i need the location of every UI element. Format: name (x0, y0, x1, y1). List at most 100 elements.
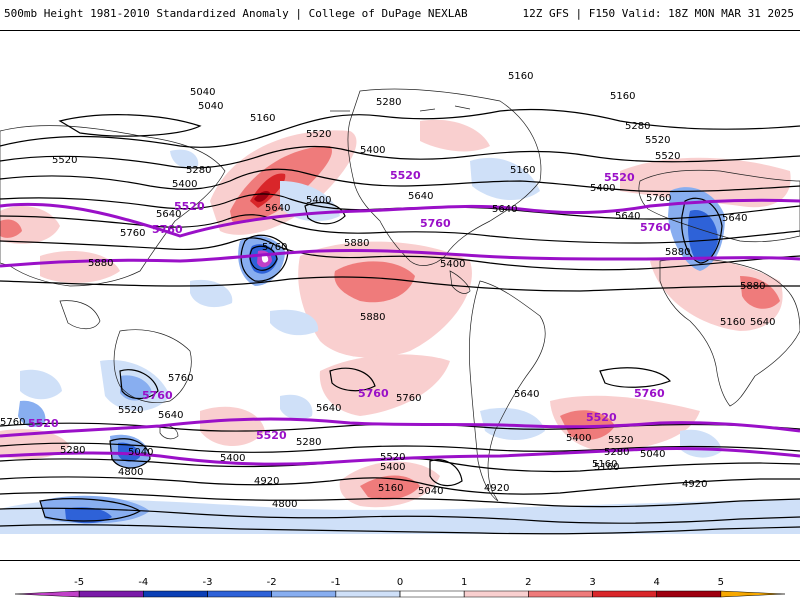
contour-label: 5040 (418, 486, 443, 497)
colorbar-tick-label: 3 (589, 577, 595, 588)
contour-label: 4920 (254, 476, 279, 487)
purple-contour-label: 5760 (634, 387, 665, 400)
colorbar-tick-label: -1 (331, 577, 341, 588)
contour-label: 5400 (440, 259, 465, 270)
contour-label: 5160 (720, 317, 745, 328)
purple-contour-label: 5520 (604, 171, 635, 184)
contour-label: 5160 (610, 91, 635, 102)
purple-contour-label: 5760 (152, 223, 183, 236)
purple-contour-label: 5760 (358, 387, 389, 400)
contour-label: 4800 (272, 499, 297, 510)
contour-label: 5160 (510, 165, 535, 176)
purple-contour-label: 5520 (586, 411, 617, 424)
contour-label: 5280 (604, 447, 629, 458)
colorbar-swatch (14, 590, 80, 598)
contour-label: 5280 (376, 97, 401, 108)
colorbar-swatch (592, 590, 657, 598)
contour-label: 5640 (156, 209, 181, 220)
contour-label: 5280 (625, 121, 650, 132)
colorbar-swatch (720, 590, 786, 598)
colorbar-ticks: -5 -4 -3 -2 -1 0 1 2 3 4 5 (74, 577, 724, 597)
contour-label: 5640 (408, 191, 433, 202)
purple-contour-label: 5520 (174, 200, 205, 213)
colorbar-tick-label: 1 (461, 577, 467, 588)
contour-label: 5760 (0, 417, 25, 428)
contour-label: 5400 (380, 462, 405, 473)
purple-contour-labels: 5520 5760 5520 5760 5520 5760 5760 5520 … (28, 169, 671, 442)
contour-label: 5280 (60, 445, 85, 456)
colorbar: -5 -4 -3 -2 -1 0 1 2 3 4 5 (14, 577, 786, 598)
contour-label: 5760 (168, 373, 193, 384)
contour-label: 5640 (722, 213, 747, 224)
colorbar-swatch (399, 590, 465, 598)
colorbar-tick-label: -4 (138, 577, 148, 588)
colorbar-swatch (78, 590, 144, 598)
height-contours (0, 108, 800, 535)
contour-label: 4920 (484, 483, 509, 494)
contour-label: 5640 (514, 389, 539, 400)
contour-label: 5640 (265, 203, 290, 214)
model-run-info: 12Z GFS | F150 Valid: 18Z MON MAR 31 202… (522, 7, 794, 20)
contour-label: 5760 (262, 242, 287, 253)
contour-label: 5760 (646, 193, 671, 204)
colorbar-swatch (528, 590, 593, 598)
purple-contour-label: 5520 (390, 169, 421, 182)
colorbar-tick-label: -3 (203, 577, 213, 588)
map-title: 500mb Height 1981-2010 Standardized Anom… (4, 7, 468, 20)
colorbar-swatch (207, 590, 272, 598)
purple-contour-label: 5520 (28, 417, 59, 430)
contour-label: 5520 (380, 452, 405, 463)
contour-label: 5880 (344, 238, 369, 249)
colorbar-tick-label: -5 (74, 577, 84, 588)
colorbar-swatch (463, 590, 529, 598)
contour-label: 5160 (378, 483, 403, 494)
purple-contour-label: 5520 (256, 429, 287, 442)
colorbar-swatch (656, 590, 722, 598)
colorbar-tick-label: -2 (267, 577, 277, 588)
contour-label: 5640 (492, 204, 517, 215)
contour-label: 5520 (118, 405, 143, 416)
contour-label: 5640 (316, 403, 341, 414)
contour-label: 5640 (615, 211, 640, 222)
purple-contour-label: 5760 (640, 221, 671, 234)
contour-label: 5400 (220, 453, 245, 464)
contour-label: 5880 (360, 312, 385, 323)
contour-label: 5520 (306, 129, 331, 140)
contour-label: 5160 (592, 459, 617, 470)
contour-label: 5160 (508, 71, 533, 82)
contour-label: 5400 (172, 179, 197, 190)
black-contour-labels: 5160 5040 5040 5280 5160 5520 5400 5520 … (0, 71, 775, 510)
colorbar-swatch (143, 590, 208, 598)
contour-label: 5880 (88, 258, 113, 269)
purple-contour-label: 5760 (420, 217, 451, 230)
highlighted-contours (0, 198, 800, 466)
contour-label: 5760 (120, 228, 145, 239)
contour-label: 5640 (158, 410, 183, 421)
colorbar-tick-label: 0 (397, 577, 403, 588)
contour-label: 5640 (750, 317, 775, 328)
contour-label: 5520 (52, 155, 77, 166)
contour-label: 5400 (566, 433, 591, 444)
contour-label: 5040 (640, 449, 665, 460)
contour-label: 4800 (118, 467, 143, 478)
contour-label: 5160 (594, 462, 619, 473)
contour-label: 5040 (198, 101, 223, 112)
contour-label: 5400 (306, 195, 331, 206)
colorbar-tick-label: 4 (653, 577, 659, 588)
coastlines (0, 88, 800, 502)
contour-label: 5160 (250, 113, 275, 124)
contour-label: 5880 (740, 281, 765, 292)
contour-label: 5760 (396, 393, 421, 404)
contour-label: 5520 (645, 135, 670, 146)
contour-label: 5280 (296, 437, 321, 448)
contour-label: 5040 (190, 87, 215, 98)
purple-contour-label: 5760 (142, 389, 173, 402)
contour-label: 5520 (655, 151, 680, 162)
contour-label: 4920 (682, 479, 707, 490)
contour-label: 5400 (360, 145, 385, 156)
contour-label: 5280 (186, 165, 211, 176)
colorbar-swatch (335, 590, 401, 598)
colorbar-tick-label: 2 (525, 577, 531, 588)
anomaly-map: 5160 5040 5040 5280 5160 5520 5400 5520 … (0, 30, 800, 561)
